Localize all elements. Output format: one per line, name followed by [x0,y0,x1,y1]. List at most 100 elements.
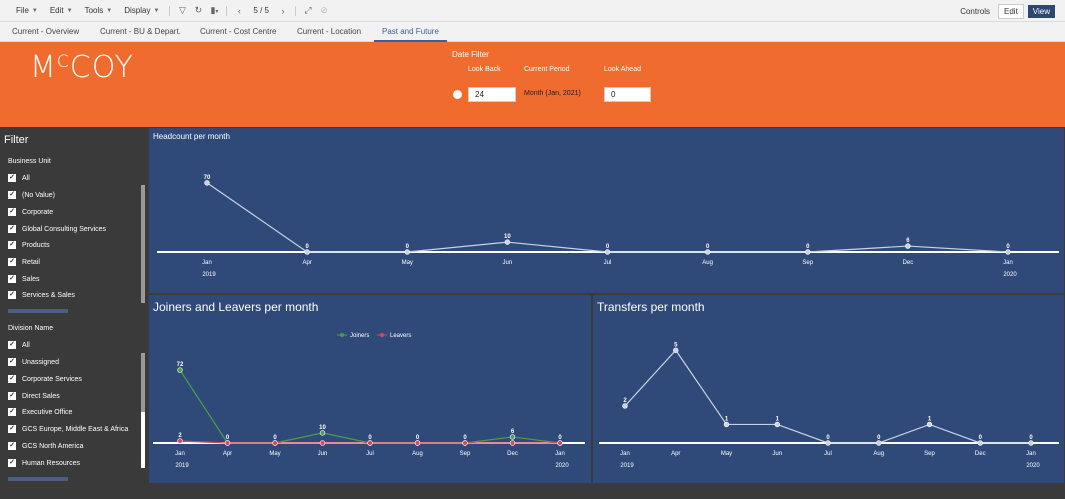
data-point [1028,440,1034,446]
division-option[interactable]: ✓ Unassigned [8,358,59,366]
menu-label: Tools [84,6,104,15]
checkbox-checked-icon[interactable]: ✓ [8,208,16,216]
data-point [304,249,310,255]
bu-scrollbar-track[interactable] [141,185,145,303]
headcount-chart-title: Headcount per month [153,132,230,141]
division-name-label: Division Name [8,325,54,332]
data-label: 10 [504,234,511,240]
x-tick-label: Aug [873,451,884,457]
checkbox-checked-icon[interactable]: ✓ [8,225,16,233]
checkbox-checked-icon[interactable]: ✓ [8,408,16,416]
data-point [224,440,231,446]
division-option[interactable]: ✓ Executive Office [8,408,72,416]
data-label: 0 [406,244,410,250]
series-line [624,349,1031,444]
division-option[interactable]: ✓ GCS North America [8,442,83,450]
data-label: 5 [674,342,678,348]
data-label: 0 [416,435,420,441]
division-scrollbar-thumb[interactable] [141,412,145,468]
joiners-leavers-panel: Joiners and Leavers per month 72 0 0 10 0 0 0 6… [148,294,592,484]
look-back-label: Look Back [468,66,501,73]
x-tick-label: Dec [975,451,986,457]
checkbox-checked-icon[interactable]: ✓ [8,241,16,249]
look-ahead-input[interactable]: 0 [604,87,651,102]
next-page-icon[interactable]: › [281,5,285,16]
tab-past-and-future[interactable]: Past and Future [374,27,447,42]
division-scrollbar-track[interactable] [141,353,145,468]
bookmark-icon[interactable]: ▮▾ [210,5,219,15]
x-tick-label: Jan [1026,451,1036,457]
menu-file[interactable]: File ▼ [10,6,44,15]
business-unit-label: Business Unit [8,158,51,165]
option-label: Unassigned [22,358,59,366]
bu-option[interactable]: ✓ Corporate [8,208,53,216]
checkbox-checked-icon[interactable]: ✓ [8,291,16,299]
data-label: 2 [178,433,182,439]
edit-button[interactable]: Edit [998,4,1024,19]
option-label: Retail [22,258,40,266]
data-label: 0 [826,435,830,441]
mccoy-logo: MCCOY [30,50,135,85]
x-tick-label: Dec [903,260,914,266]
checkbox-checked-icon[interactable]: ✓ [8,425,16,433]
tab-current-cost-centre[interactable]: Current - Cost Centre [200,27,277,36]
division-option[interactable]: ✓ Human Resources [8,459,80,467]
view-button[interactable]: View [1027,5,1055,18]
checkbox-checked-icon[interactable]: ✓ [8,392,16,400]
division-option[interactable]: ✓ Direct Sales [8,392,60,400]
checkbox-checked-icon[interactable]: ✓ [8,358,16,366]
menu-display[interactable]: Display ▼ [118,6,165,15]
data-point [177,367,183,373]
look-back-input[interactable]: 24 [468,87,516,102]
bu-option[interactable]: ✓ Products [8,241,50,249]
bu-option[interactable]: ✓ (No Value) [8,191,55,199]
bu-option[interactable]: ✓ Global Consulting Services [8,225,106,233]
x-tick-label: May [402,260,413,266]
refresh-icon[interactable]: ↻ [194,5,203,15]
bu-show-more-link[interactable] [8,309,68,313]
filter-icon[interactable]: ▽ [178,5,186,15]
bu-option[interactable]: ✓ Sales [8,275,40,283]
checkbox-checked-icon[interactable]: ✓ [8,275,16,283]
bu-option[interactable]: ✓ Services & Sales [8,291,75,299]
tab-current-overview[interactable]: Current - Overview [12,27,80,36]
tab-current-bu-depart[interactable]: Current - BU & Depart. [100,27,181,36]
division-option[interactable]: ✓ All [8,341,30,349]
x-tick-label: Jan [202,260,212,266]
fullscreen-icon[interactable]: ⤢ [304,5,312,15]
data-point [557,440,563,446]
disabled-action-icon: ⊘ [320,5,328,15]
previous-page-icon[interactable]: ‹ [237,5,241,16]
year-label: 2019 [202,272,216,278]
tab-current-location[interactable]: Current - Location [297,27,362,36]
data-point [622,403,628,409]
controls-button[interactable]: Controls [960,7,990,16]
checkbox-checked-icon[interactable]: ✓ [8,191,16,199]
transfers-chart-title: Transfers per month [597,300,705,314]
division-show-more-link[interactable] [8,477,68,481]
division-option[interactable]: ✓ Corporate Services [8,375,82,383]
data-label: 2 [623,398,627,404]
checkbox-checked-icon[interactable]: ✓ [8,258,16,266]
bu-option[interactable]: ✓ Retail [8,258,40,266]
data-point [723,421,730,428]
checkbox-checked-icon[interactable]: ✓ [8,459,16,467]
look-back-radio[interactable] [453,90,462,99]
bu-option[interactable]: ✓ All [8,174,30,182]
data-point [404,249,410,255]
chevron-down-icon: ▼ [153,7,160,14]
checkbox-checked-icon[interactable]: ✓ [8,341,16,349]
x-tick-label: Apr [671,451,680,457]
checkbox-checked-icon[interactable]: ✓ [8,174,16,182]
menu-edit[interactable]: Edit ▼ [44,6,79,15]
data-label: 0 [877,435,881,441]
division-option[interactable]: ✓ GCS Europe, Middle East & Africa [8,425,128,433]
series-line [179,369,561,444]
checkbox-checked-icon[interactable]: ✓ [8,375,16,383]
data-label: 10 [319,425,326,431]
menu-tools[interactable]: Tools ▼ [79,6,119,15]
data-point [462,440,468,446]
x-tick-label: Jan [555,451,565,457]
option-label: Sales [22,275,40,283]
checkbox-checked-icon[interactable]: ✓ [8,442,16,450]
